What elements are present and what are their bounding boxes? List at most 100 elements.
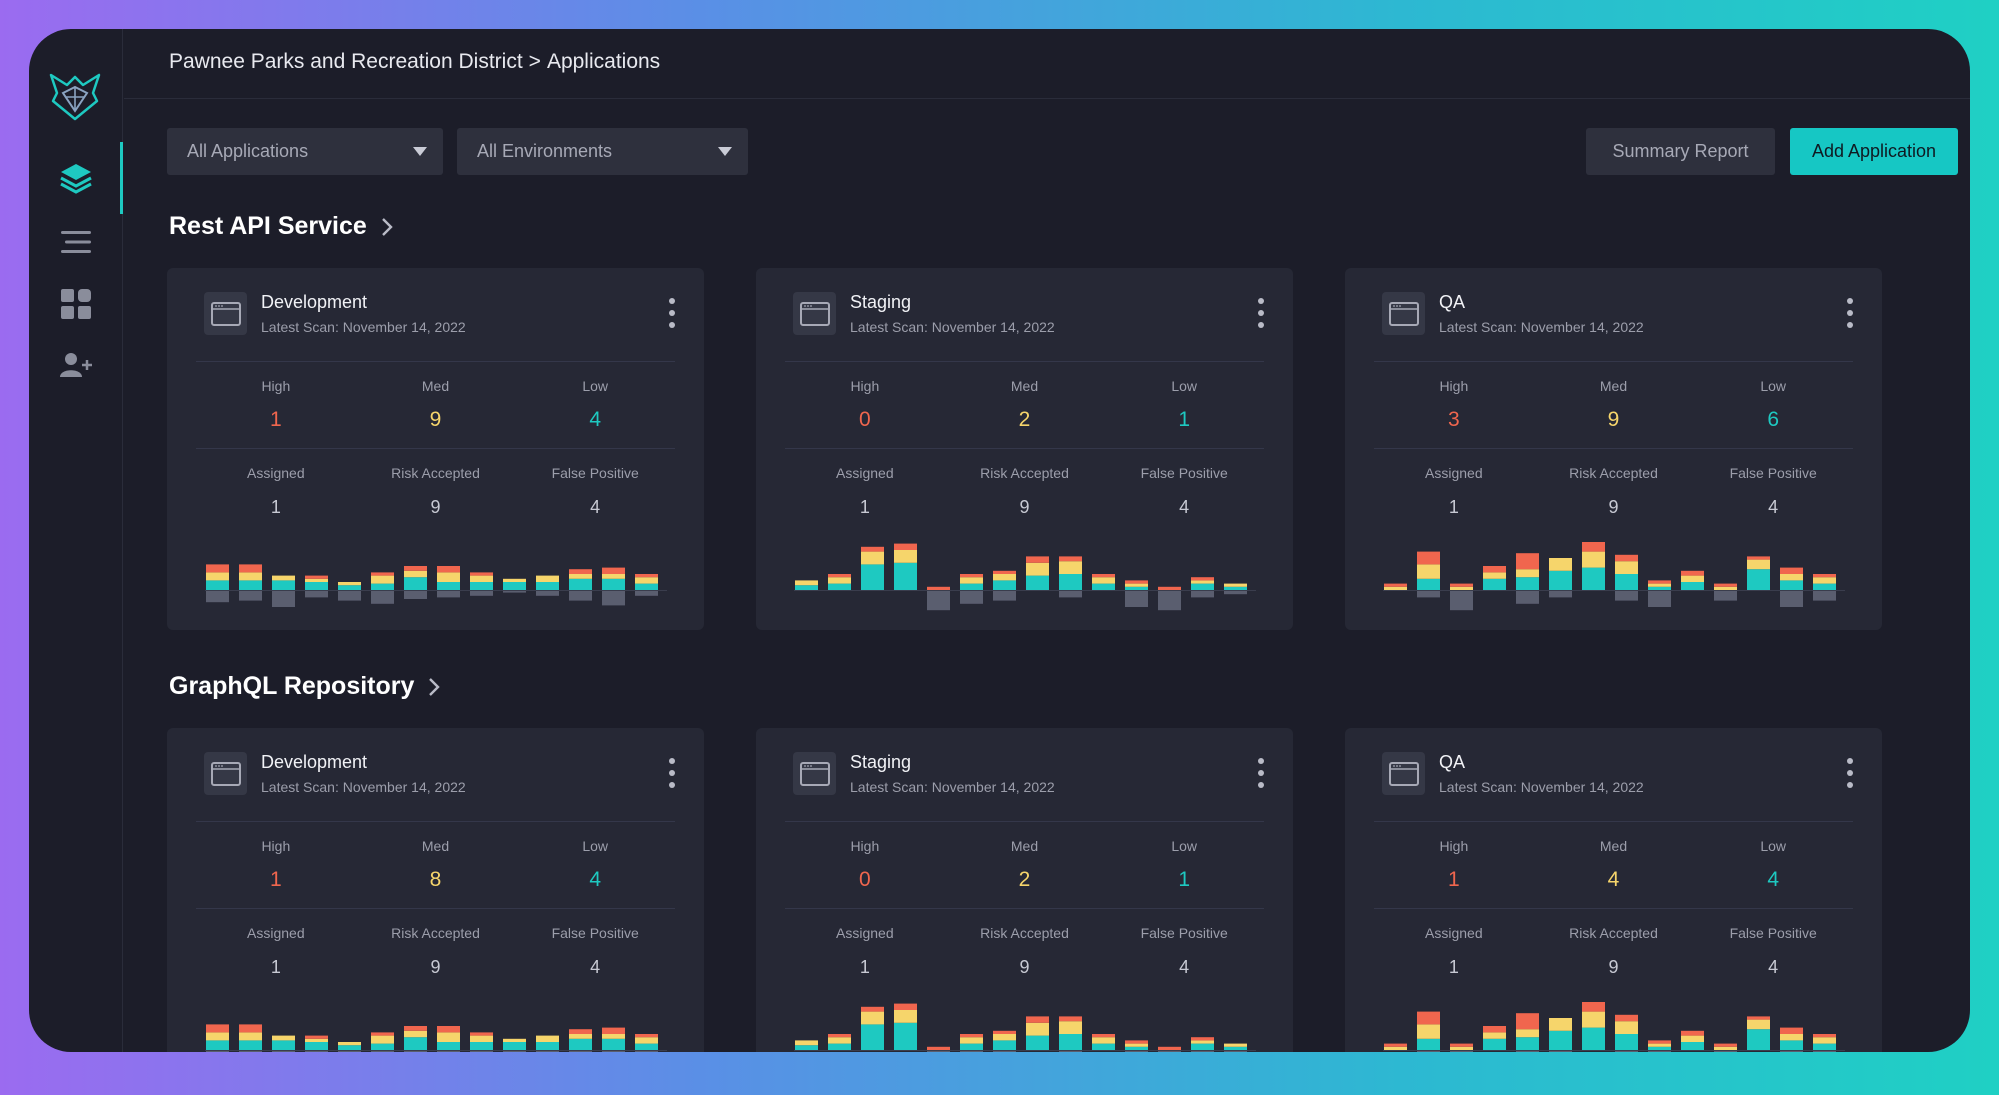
bar-segment-med [1615,561,1638,574]
breadcrumb: Pawnee Parks and Recreation District > A… [169,50,660,74]
bar-segment-resolved [1417,1051,1440,1052]
applications-filter-select[interactable]: All Applications [167,128,443,175]
bar-segment-low [1549,1030,1572,1050]
severity-stats: High 1 Med 8 Low 4 [196,838,675,892]
bar-segment-high [404,566,427,571]
bar-segment-med [404,1030,427,1038]
section-title-rest-api[interactable]: Rest API Service [169,212,393,241]
bar-segment-high [1158,1046,1181,1050]
stat-label-risk-accepted: Risk Accepted [391,465,480,481]
bar-segment-high [1747,1016,1770,1020]
bar-segment-med [1125,1043,1148,1047]
trend-sparkline-chart [1383,1002,1845,1052]
more-options-icon[interactable] [1254,298,1268,328]
bar-segment-med [272,1035,295,1041]
bar-segment-low [602,578,625,590]
bar-segment-high [1582,1002,1605,1012]
stat-high: High 1 [196,378,356,432]
bar-segment-med [1516,569,1539,578]
bar-segment-high [371,572,394,576]
bar-segment-med [861,1011,884,1025]
bar-segment-low [1059,574,1082,590]
environment-name: QA [1439,292,1466,312]
bar-segment-high [239,1024,262,1033]
stat-label-assigned: Assigned [247,925,305,941]
browser-window-icon [793,292,836,335]
stat-assigned: Assigned 1 [785,465,945,518]
more-options-icon[interactable] [1254,758,1268,788]
status-stats: Assigned 1 Risk Accepted 9 False Positiv… [785,465,1264,518]
applications-filter-value: All Applications [187,141,309,161]
bar-segment-resolved [1714,1051,1737,1052]
bar-segment-resolved [371,1051,394,1052]
bar-segment-resolved [1224,1051,1247,1052]
bar-segment-resolved [1125,591,1148,607]
bar-segment-med [1582,551,1605,568]
bar-segment-low [470,1042,493,1050]
bar-segment-med [1059,1021,1082,1034]
bar-segment-high [1059,1016,1082,1022]
bar-segment-med [503,1038,526,1042]
bar-segment-high [1747,556,1770,560]
app-window: Pawnee Parks and Recreation District > A… [29,29,1970,1052]
bar-segment-med [1026,562,1049,576]
more-options-icon[interactable] [665,298,679,328]
section-title-text: Rest API Service [169,212,367,240]
add-application-button[interactable]: Add Application [1790,128,1958,175]
environment-card-development[interactable]: Development Latest Scan: November 14, 20… [167,728,704,1052]
bar-segment-med [536,575,559,582]
stat-value-low: 1 [1178,408,1191,431]
bar-segment-low [1191,583,1214,590]
bar-segment-resolved [1516,591,1539,604]
trend-sparkline-chart [205,564,667,607]
bar-segment-med [470,575,493,582]
bar-segment-resolved [503,1051,526,1052]
environment-card-staging[interactable]: Staging Latest Scan: November 14, 2022 H… [756,728,1293,1052]
bar-segment-low [1026,575,1049,590]
environment-card-development[interactable]: Development Latest Scan: November 14, 20… [167,268,704,630]
bar-segment-high [1813,1034,1836,1038]
section-title-graphql[interactable]: GraphQL Repository [169,672,441,701]
bar-segment-med [1648,1043,1671,1047]
bar-segment-low [569,1038,592,1050]
owl-logo-icon[interactable] [47,67,103,121]
bar-segment-high [1158,586,1181,590]
bar-segment-med [1384,586,1407,590]
stat-low: Low 4 [515,378,675,432]
bar-segment-low [536,1042,559,1050]
bar-segment-resolved [960,1051,983,1052]
stat-risk-accepted: Risk Accepted 9 [1534,925,1694,978]
stat-value-med: 4 [1607,868,1620,891]
bar-segment-med [1450,586,1473,590]
bar-segment-med [795,580,818,586]
nav-applications-layers-icon[interactable] [58,160,94,196]
stat-value-low: 4 [589,868,602,891]
summary-report-button[interactable]: Summary Report [1586,128,1775,175]
bar-segment-med [1059,561,1082,574]
stat-value-med: 2 [1018,868,1031,891]
nav-dashboard-grid-icon[interactable] [58,286,94,322]
bar-segment-high [1780,1027,1803,1034]
nav-add-user-icon[interactable] [58,347,94,383]
environment-card-qa[interactable]: QA Latest Scan: November 14, 2022 High 1… [1345,728,1882,1052]
stat-label-assigned: Assigned [836,465,894,481]
bar-segment-resolved [1125,1051,1148,1052]
bar-segment-resolved [1549,1051,1572,1052]
bar-segment-low [338,1045,361,1050]
bar-segment-high [1516,553,1539,570]
bar-segment-low [993,1040,1016,1050]
environment-card-qa[interactable]: QA Latest Scan: November 14, 2022 High 3… [1345,268,1882,630]
bar-segment-resolved [536,1051,559,1052]
environments-filter-select[interactable]: All Environments [457,128,748,175]
environment-card-staging[interactable]: Staging Latest Scan: November 14, 2022 H… [756,268,1293,630]
breadcrumb-org[interactable]: Pawnee Parks and Recreation District [169,50,523,73]
more-options-icon[interactable] [1843,298,1857,328]
stat-high: High 0 [785,378,945,432]
more-options-icon[interactable] [665,758,679,788]
nav-list-menu-icon[interactable] [58,224,94,260]
more-options-icon[interactable] [1843,758,1857,788]
bar-segment-med [635,1037,658,1044]
bar-segment-high [602,567,625,574]
card-divider [785,821,1264,822]
stat-risk-accepted: Risk Accepted 9 [356,465,516,518]
